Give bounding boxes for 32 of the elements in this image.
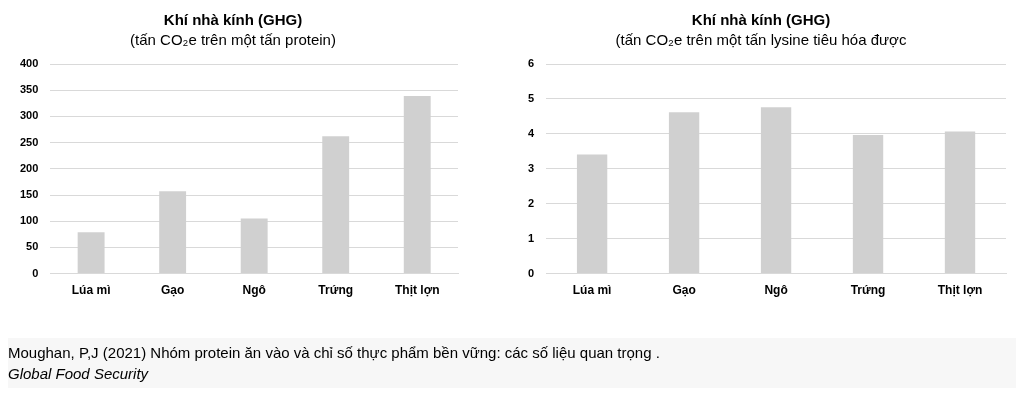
- y-tick-label: 0: [527, 266, 535, 279]
- y-tick-label: 6: [527, 57, 535, 70]
- y-tick-label: 250: [19, 135, 39, 148]
- x-tick-label: Gạo: [672, 283, 696, 298]
- y-tick-label: 150: [19, 188, 39, 201]
- x-tick-label: Lúa mì: [71, 283, 111, 298]
- x-tick-label: Lúa mì: [572, 283, 612, 298]
- y-tick-label: 1: [527, 231, 535, 244]
- x-tick-label: Ngô: [242, 283, 266, 298]
- chart-subtitle: (tấn CO₂e trên một tấn lysine tiêu hóa được: [615, 31, 907, 49]
- y-tick-label: 300: [19, 109, 39, 122]
- x-tick-label: Thịt lợn: [937, 283, 983, 298]
- x-tick-label: Trứng: [850, 283, 886, 298]
- y-tick-label: 400: [19, 57, 39, 70]
- y-tick-label: 4: [527, 126, 535, 139]
- y-tick-label: 2: [527, 196, 535, 209]
- text: Global Food Security: [8, 364, 150, 384]
- y-tick-label: 50: [26, 240, 39, 253]
- y-tick-label: 3: [527, 161, 535, 174]
- x-tick-label: Ngô: [764, 283, 788, 298]
- text: Moughan, P,J (2021) Nhóm protein ăn vào và chỉ số thực phẩm bền vững: các số liệu quan trọng .: [8, 343, 661, 363]
- y-tick-label: 100: [19, 214, 39, 227]
- chart-subtitle: (tấn CO₂e trên một tấn protein): [130, 31, 336, 49]
- y-tick-label: 0: [32, 266, 39, 279]
- x-tick-label: Gạo: [160, 283, 185, 298]
- chart-title: Khí nhà kính (GHG): [163, 11, 303, 29]
- chart-title: Khí nhà kính (GHG): [691, 11, 831, 29]
- y-tick-label: 5: [527, 91, 535, 104]
- y-tick-label: 350: [19, 83, 39, 96]
- x-tick-label: Thịt lợn: [394, 283, 440, 298]
- x-tick-label: Trứng: [318, 283, 354, 298]
- y-tick-label: 200: [19, 161, 39, 174]
